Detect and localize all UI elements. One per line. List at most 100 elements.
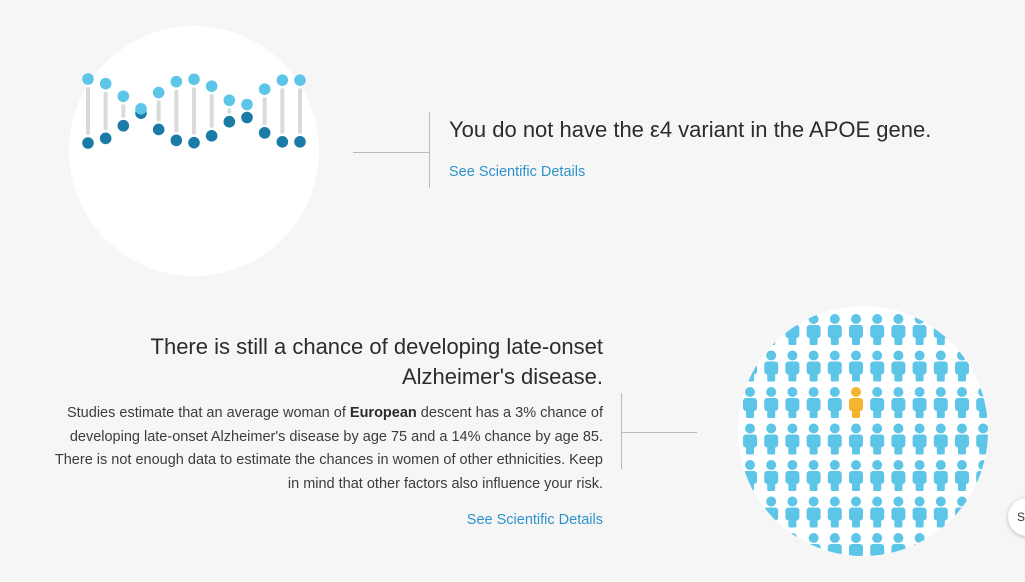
person-icon [764, 533, 779, 556]
person-icon [891, 423, 906, 455]
person-icon [912, 460, 927, 491]
risk-description-part1: Studies estimate that an average woman o… [66, 405, 350, 421]
dna-node [188, 73, 200, 86]
person-icon [955, 314, 969, 345]
apoe-scientific-details-link[interactable]: See Scientific Details [449, 164, 586, 180]
person-icon [891, 350, 906, 382]
person-icon [870, 533, 885, 556]
person-icon [912, 533, 927, 556]
person-icon [785, 350, 800, 382]
person-icon [976, 533, 988, 556]
dna-node [99, 77, 112, 90]
person-icon [785, 533, 800, 556]
dna-illustration [69, 26, 319, 276]
person-icon [891, 387, 906, 418]
person-icon [955, 387, 969, 418]
person-icon [743, 496, 757, 528]
connector-line-2 [621, 432, 697, 433]
person-icon [933, 460, 948, 491]
person-icon [933, 533, 948, 556]
person-icon [827, 496, 842, 528]
person-icon [912, 350, 927, 382]
person-icon [827, 387, 842, 418]
dna-rung [280, 88, 285, 134]
dna-node [223, 115, 236, 128]
person-icon [785, 460, 800, 491]
person-icon [955, 460, 969, 491]
risk-description-part2: descent has a 3% chance of developing la… [54, 405, 603, 492]
person-icon [849, 350, 863, 382]
person-icon [764, 423, 779, 455]
dna-rung [174, 89, 179, 133]
dna-node [117, 119, 130, 132]
person-icon [827, 350, 842, 382]
person-icon [806, 460, 821, 491]
dna-node [152, 123, 165, 136]
dna-rung [262, 97, 267, 125]
person-icon [976, 314, 988, 345]
person-icon [955, 533, 969, 556]
person-icon [743, 314, 757, 345]
dna-node [82, 137, 94, 149]
dna-node [152, 86, 165, 99]
dna-node [205, 80, 218, 92]
person-icon [912, 387, 927, 418]
dna-node [241, 111, 253, 124]
connector-bracket-2 [621, 393, 622, 469]
person-icon [764, 460, 779, 491]
person-icon [933, 387, 948, 418]
dna-node [258, 83, 271, 95]
person-icon [976, 350, 988, 382]
dna-rung [298, 88, 302, 134]
person-icon [933, 350, 948, 382]
dna-rung [209, 94, 214, 128]
person-icon [743, 460, 757, 491]
person-icon [743, 350, 757, 382]
person-icon [870, 314, 885, 345]
person-icon [891, 460, 906, 491]
person-icon [870, 460, 885, 491]
risk-headline-line1: There is still a chance of developing la… [150, 334, 603, 359]
person-icon [827, 460, 842, 491]
dna-node [188, 136, 200, 149]
person-icon [743, 533, 757, 556]
person-icon [849, 314, 863, 345]
connector-line [353, 152, 429, 153]
person-icon [806, 350, 821, 382]
dna-node [170, 134, 183, 147]
person-icon [764, 496, 779, 528]
person-icon [849, 496, 863, 528]
dna-node [294, 136, 306, 148]
risk-description: Studies estimate that an average woman o… [43, 402, 603, 496]
side-help-button[interactable]: S [1008, 498, 1025, 536]
apoe-result-headline: You do not have the ε4 variant in the AP… [449, 117, 932, 142]
person-icon [827, 314, 842, 345]
dna-rung [121, 104, 126, 118]
person-icon [976, 496, 988, 528]
person-icon [743, 423, 757, 455]
person-icon [827, 533, 842, 556]
dna-rung [86, 87, 90, 135]
dna-node [294, 74, 306, 86]
risk-headline: There is still a chance of developing la… [83, 332, 603, 392]
dna-node [276, 136, 289, 148]
person-icon [806, 423, 821, 455]
person-icon [870, 423, 885, 455]
dna-node [82, 73, 94, 85]
person-icon [933, 496, 948, 528]
person-icon [827, 423, 842, 455]
dna-node [205, 130, 218, 142]
dna-node [241, 98, 253, 111]
person-icon [743, 387, 757, 418]
dna-node [170, 75, 183, 88]
person-icon [849, 423, 863, 455]
risk-scientific-details-link[interactable]: See Scientific Details [466, 512, 603, 528]
dna-node [223, 94, 236, 107]
person-icon [976, 423, 988, 455]
person-icon [849, 533, 863, 556]
person-icon [955, 423, 969, 455]
dna-rung [156, 100, 161, 122]
dna-helix-icon [82, 73, 306, 149]
person-icon [976, 387, 988, 418]
highlighted-person-icon [849, 387, 863, 418]
